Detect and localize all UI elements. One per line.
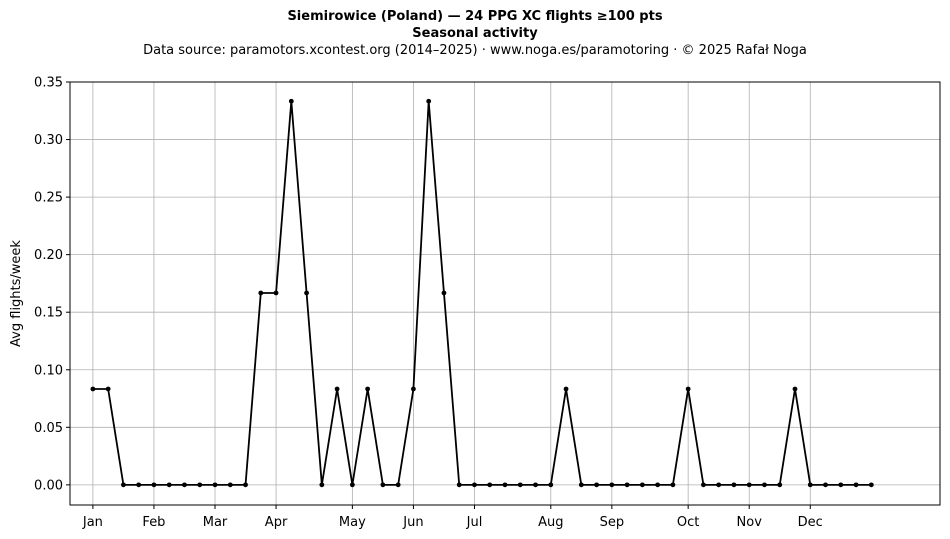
data-point [273, 290, 279, 296]
y-tick-label: 0.30 [34, 133, 63, 148]
chart-title: Siemirowice (Poland) — 24 PPG XC flights… [287, 9, 663, 24]
data-point [517, 482, 523, 488]
data-point [639, 482, 645, 488]
x-tick-label-feb: Feb [142, 515, 165, 530]
y-tick-label: 0.10 [34, 363, 63, 378]
y-tick-label: 0.00 [34, 478, 63, 493]
data-point [548, 482, 554, 488]
x-tick-label-jun: Jun [402, 515, 423, 530]
data-point [395, 482, 401, 488]
data-point [380, 482, 386, 488]
data-point [212, 482, 218, 488]
y-tick-label: 0.35 [34, 76, 63, 91]
data-point [105, 386, 111, 392]
series-line [92, 100, 872, 486]
data-point [182, 482, 187, 488]
data-point [319, 482, 325, 488]
data-point [197, 482, 203, 488]
data-point [472, 482, 477, 488]
x-tick-label-sep: Sep [600, 515, 625, 530]
data-point [762, 482, 767, 488]
data-point [701, 482, 706, 488]
y-tick-label: 0.15 [34, 306, 63, 321]
data-point [868, 482, 874, 488]
data-point [853, 482, 859, 488]
data-point [258, 290, 264, 296]
grid-lines [70, 81, 940, 505]
data-point [365, 386, 371, 392]
data-point [731, 482, 737, 488]
data-point [243, 482, 248, 488]
x-tick-label-jan: Jan [82, 515, 103, 530]
x-tick-label-jul: Jul [466, 515, 483, 530]
series-group [90, 98, 874, 488]
data-point [823, 482, 828, 488]
plot-frame [69, 81, 941, 506]
y-tick-label: 0.20 [34, 248, 63, 263]
data-point [426, 98, 432, 104]
data-point [121, 482, 126, 488]
x-tick-label-dec: Dec [798, 515, 823, 530]
data-point [90, 386, 96, 392]
x-tick-label-nov: Nov [737, 515, 763, 530]
chart-subtitle: Seasonal activity [412, 26, 538, 41]
data-point [441, 290, 447, 296]
data-point [227, 482, 233, 488]
data-point [578, 482, 584, 488]
data-point [670, 482, 676, 488]
y-axis: 0.00 0.05 0.10 0.15 0.20 0.25 0.30 0.35 [34, 76, 70, 493]
data-point [807, 482, 813, 488]
data-point [487, 482, 493, 488]
data-point [151, 482, 157, 488]
data-point [746, 482, 752, 488]
data-point [624, 482, 630, 488]
data-point [685, 386, 691, 392]
data-point [502, 482, 508, 488]
data-point [411, 386, 416, 392]
data-point [334, 386, 340, 392]
data-point [594, 482, 599, 488]
data-point [716, 482, 722, 488]
data-point [136, 482, 142, 488]
data-point [456, 482, 462, 488]
chart-source-note: Data source: paramotors.xcontest.org (20… [143, 43, 807, 58]
y-axis-label: Avg flights/week [9, 240, 24, 347]
x-tick-label-oct: Oct [677, 515, 699, 530]
data-point [349, 482, 355, 488]
data-point [777, 482, 783, 488]
data-point [288, 98, 294, 104]
y-tick-label: 0.25 [34, 191, 63, 206]
data-point [838, 482, 844, 488]
data-point [166, 482, 172, 488]
x-tick-label-mar: Mar [203, 515, 228, 530]
x-axis: Jan Feb Mar Apr May Jun Jul Aug Sep Oct Nov Dec [82, 505, 823, 530]
data-point [655, 482, 661, 488]
y-tick-label: 0.05 [34, 421, 63, 436]
x-tick-label-may: May [339, 515, 366, 530]
chart-titles: Siemirowice (Poland) — 24 PPG XC flights… [0, 8, 950, 60]
x-tick-label-aug: Aug [538, 515, 563, 530]
data-point [563, 386, 569, 392]
data-point [304, 290, 309, 296]
data-point [609, 482, 615, 488]
data-point [792, 386, 798, 392]
data-point [533, 482, 538, 488]
x-tick-label-apr: Apr [265, 515, 288, 530]
